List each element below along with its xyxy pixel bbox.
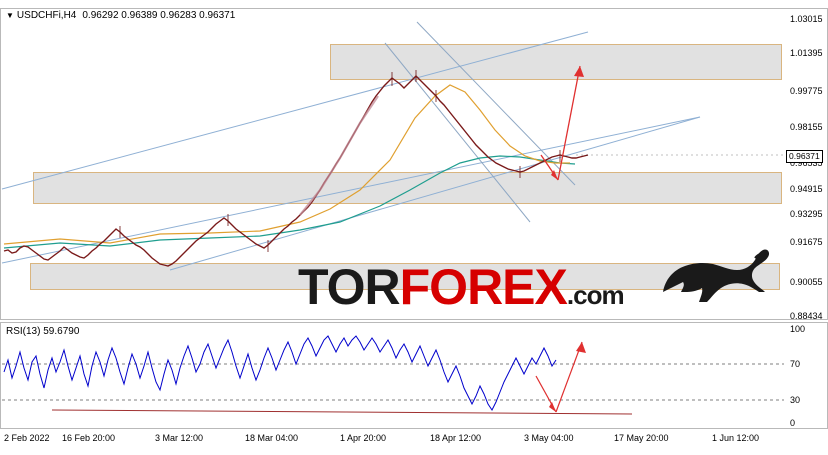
x-tick-label: 3 May 04:00	[524, 433, 574, 443]
x-tick-label: 18 Mar 04:00	[245, 433, 299, 443]
rsi-pane[interactable]	[0, 322, 828, 429]
x-axis: 2 Feb 2022 16 Feb 20:00 3 Mar 12:00 18 M…	[0, 430, 828, 450]
ohlc-values: 0.96292 0.96389 0.96283 0.96371	[82, 10, 236, 21]
y-tick-label: 0.94915	[790, 184, 823, 194]
y-tick-label: 0.93295	[790, 209, 823, 219]
x-tick-label: 1 Apr 20:00	[340, 433, 387, 443]
rsi-line	[3, 335, 557, 411]
y-tick-label: 0.90055	[790, 277, 823, 287]
resistance-zone	[330, 44, 782, 80]
rsi-tick-label: 70	[790, 359, 801, 369]
y-tick-label: 0.99775	[790, 86, 823, 96]
y-tick-label: 0.91675	[790, 237, 823, 247]
price-series	[3, 70, 589, 267]
x-tick-label: 1 Jun 12:00	[712, 433, 760, 443]
rsi-tick-label: 100	[790, 324, 806, 334]
rsi-tick-label: 30	[790, 395, 801, 405]
y-tick-label: 0.88434	[790, 311, 823, 321]
rsi-label: RSI(13) 59.6790	[6, 326, 80, 337]
downtrend-line-2	[416, 21, 576, 186]
y-tick-label: 1.01395	[790, 48, 823, 58]
ma-fast-line	[3, 84, 570, 245]
rsi-support-line	[51, 409, 633, 415]
trend-channel-lower	[1, 116, 701, 264]
x-tick-label: 18 Apr 12:00	[430, 433, 482, 443]
symbol-label: USDCHFi,H4	[16, 10, 77, 21]
downtrend-line	[384, 42, 531, 223]
current-price-tag: 0.96371	[786, 150, 823, 163]
price-forecast-arrow	[540, 65, 584, 181]
support-zone-mid	[33, 172, 782, 204]
y-tick-label: 0.96535	[790, 158, 823, 168]
ma-slow-line	[3, 155, 576, 249]
trend-channel-upper	[1, 31, 589, 190]
rsi-forecast-arrow	[535, 341, 586, 413]
price-series-highlight	[299, 95, 379, 216]
x-tick-label: 2 Feb 2022	[4, 433, 50, 443]
y-tick-label: 1.03015	[790, 14, 823, 24]
y-tick-label: 0.98155	[790, 122, 823, 132]
x-tick-label: 17 May 20:00	[614, 433, 669, 443]
x-tick-label: 16 Feb 20:00	[62, 433, 116, 443]
rsi-tick-label: 0	[790, 418, 796, 428]
chart-header: ▼ USDCHFi,H4 0.96292 0.96389 0.96283 0.963…	[6, 10, 235, 21]
collapse-triangle-icon[interactable]: ▼	[6, 10, 14, 20]
support-zone-low	[30, 263, 780, 290]
x-tick-label: 3 Mar 12:00	[155, 433, 204, 443]
